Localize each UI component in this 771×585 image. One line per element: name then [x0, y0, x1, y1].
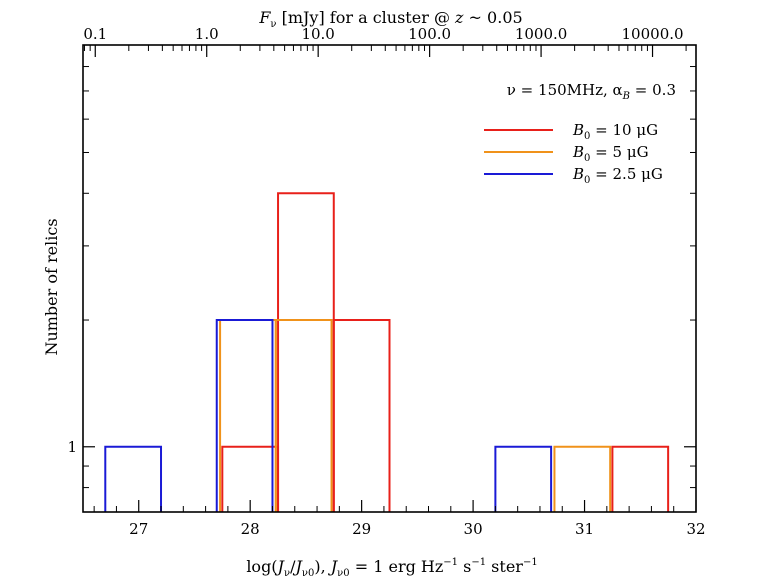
- top-tick-label: 10.0: [301, 25, 334, 43]
- legend-label: B0 = 2.5 μG: [572, 165, 663, 186]
- top-tick-label: 0.1: [83, 25, 107, 43]
- top-tick-label: 10000.0: [622, 25, 684, 43]
- x-tick-label: 27: [129, 520, 148, 538]
- histogram-bar: [611, 445, 670, 512]
- histogram-bar: [277, 192, 335, 512]
- histogram-bar: [104, 445, 163, 512]
- histogram-bar: [494, 445, 553, 512]
- histogram-bar: [332, 319, 391, 512]
- legend-entry: B0 = 5 μG: [484, 143, 649, 164]
- histogram-bar: [215, 319, 274, 512]
- legend-entry: B0 = 10 μG: [484, 121, 658, 142]
- legend-entry: B0 = 2.5 μG: [484, 165, 663, 186]
- legend-label: B0 = 10 μG: [572, 121, 658, 142]
- series-group: [104, 192, 670, 512]
- annotation-text: ν = 150MHz, αB = 0.3: [507, 81, 676, 102]
- x-tick-label: 30: [464, 520, 483, 538]
- legend-label: B0 = 5 μG: [572, 143, 649, 164]
- series-1: [221, 192, 670, 512]
- x-tick-label: 31: [575, 520, 594, 538]
- plot-frame: [82, 44, 697, 513]
- text-group: Fν [mJy] for a cluster @ z ~ 0.05 log(Jν…: [42, 8, 676, 579]
- top-axis-title: Fν [mJy] for a cluster @ z ~ 0.05: [258, 8, 522, 30]
- series-3: [104, 319, 553, 512]
- top-tick-label: 1000.0: [515, 25, 568, 43]
- x-tick-label: 28: [241, 520, 260, 538]
- histogram-bar: [274, 319, 333, 512]
- x-tick-label: 32: [686, 520, 705, 538]
- x-tick-label: 29: [352, 520, 371, 538]
- top-tick-label: 1.0: [195, 25, 219, 43]
- y-axis-title: Number of relics: [42, 218, 61, 355]
- histogram-bar: [553, 445, 612, 512]
- axes-group: 27 28 29 30 31 32 0.1 1.0 10.0 100.0 1000.0 10000.0…: [67, 25, 705, 538]
- top-tick-label: 100.0: [408, 25, 451, 43]
- x-axis-title: log(Jν/Jν0), Jν0 = 1 erg Hz−1 s−1 ster−1: [246, 557, 537, 579]
- y-tick-label: 1: [67, 438, 77, 456]
- histogram-bar: [219, 319, 277, 512]
